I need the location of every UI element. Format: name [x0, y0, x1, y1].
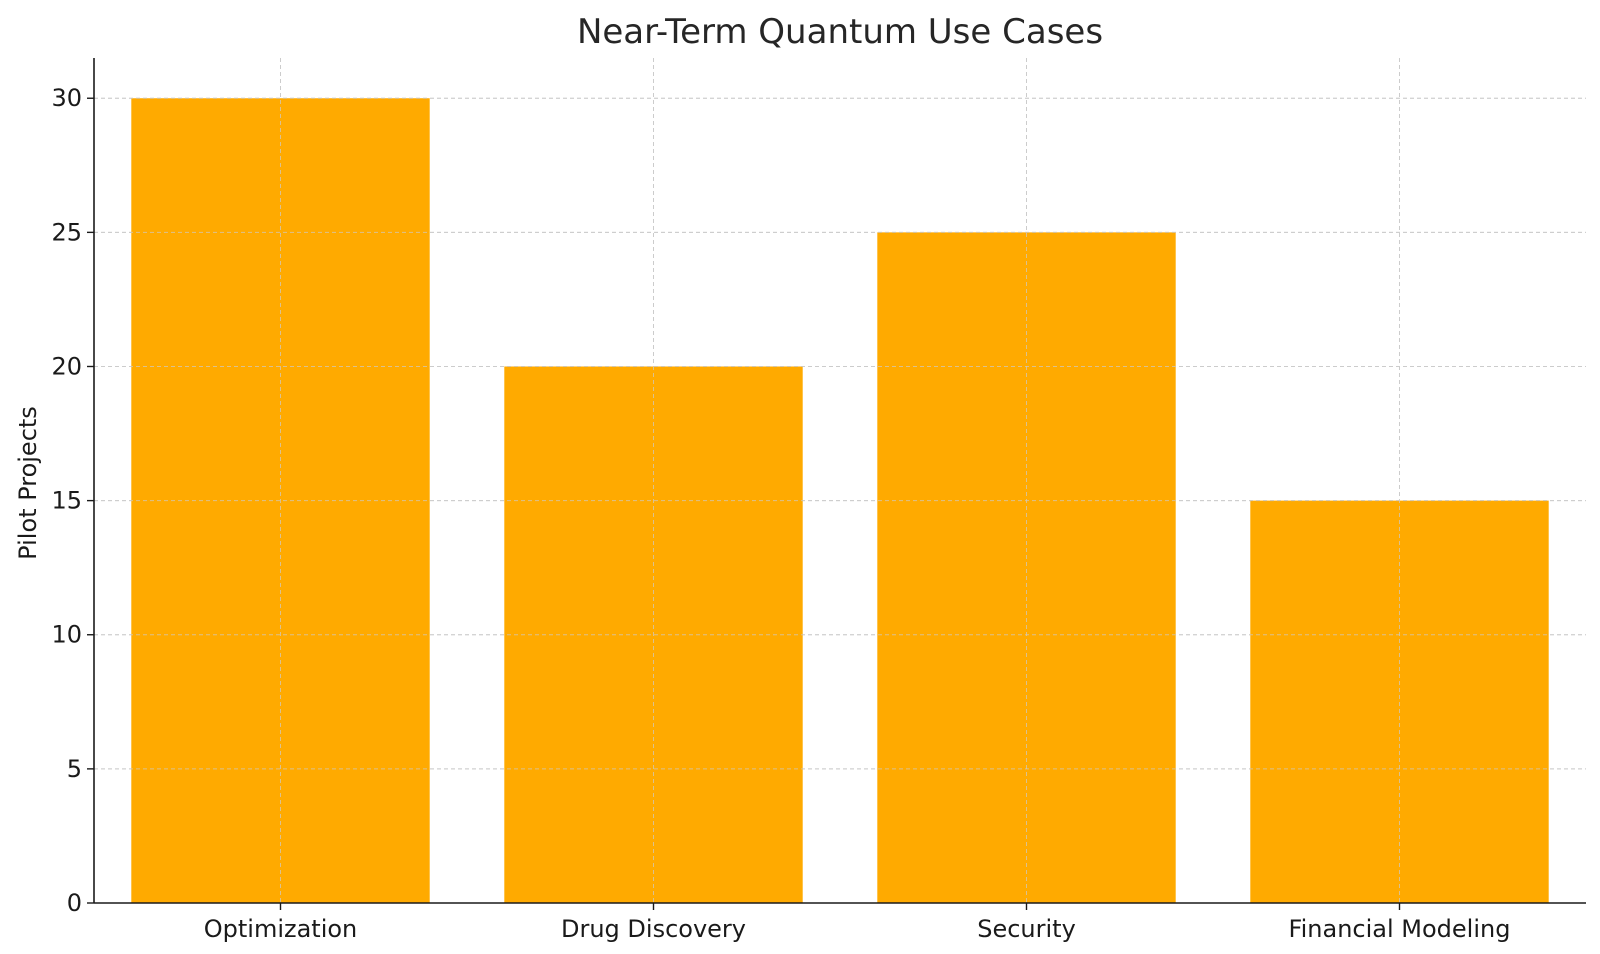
y-tick-label: 5	[67, 755, 82, 783]
x-tick-label: Financial Modeling	[1289, 915, 1511, 943]
grid-overlay	[94, 58, 1586, 903]
bar	[877, 232, 1176, 903]
y-ticks: 0 5 10 15 20 25 30	[51, 84, 94, 917]
y-tick-label: 0	[67, 889, 82, 917]
y-tick-label: 20	[51, 352, 82, 380]
axes	[93, 58, 1586, 904]
y-tick-label: 10	[51, 621, 82, 649]
y-tick-label: 15	[51, 487, 82, 515]
x-tick-label: Drug Discovery	[561, 915, 746, 943]
y-axis-title: Pilot Projects	[14, 406, 42, 560]
y-tick-label: 30	[51, 84, 82, 112]
x-ticks: Optimization Drug Discovery Security Financ…	[204, 903, 1511, 943]
x-tick-label: Security	[977, 915, 1076, 943]
chart-title: Near-Term Quantum Use Cases	[577, 12, 1103, 52]
x-tick-label: Optimization	[204, 915, 358, 943]
y-tick-label: 25	[51, 218, 82, 246]
